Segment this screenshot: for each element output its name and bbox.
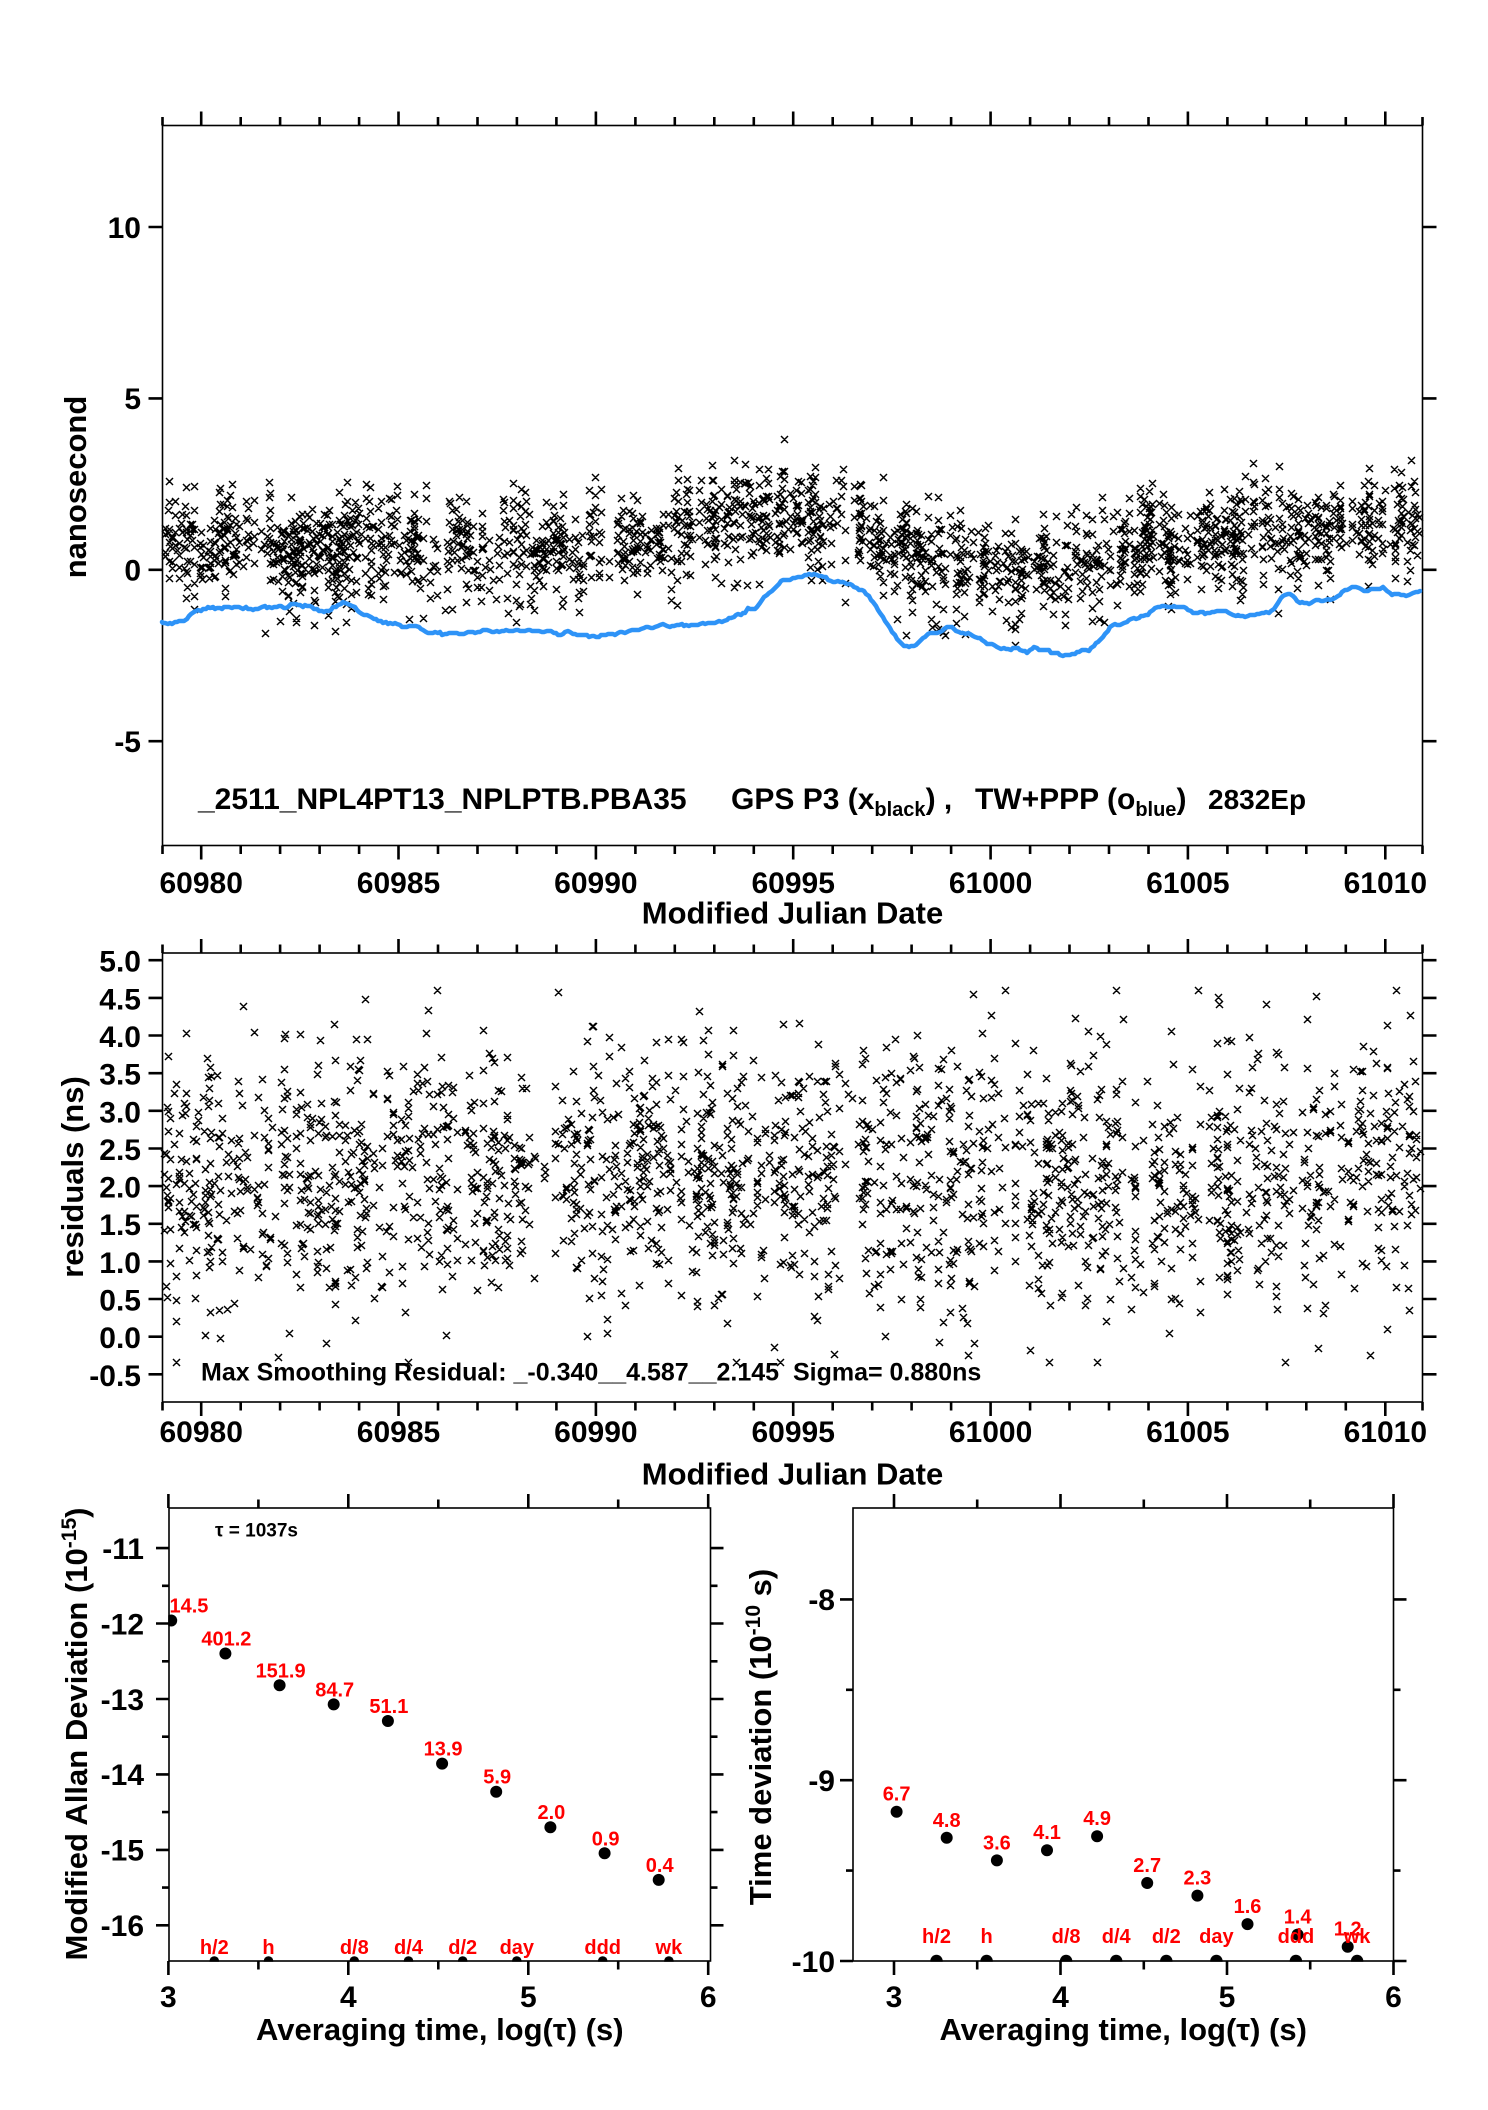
svg-text:61010: 61010: [1344, 1416, 1427, 1449]
svg-text:61010: 61010: [1344, 867, 1427, 900]
svg-text:6: 6: [1385, 1981, 1402, 2014]
svg-text:h/2: h/2: [200, 1937, 229, 1959]
svg-text:60980: 60980: [159, 1416, 242, 1449]
svg-text:60985: 60985: [357, 867, 440, 900]
svg-text:τ = 1037s: τ = 1037s: [215, 1521, 298, 1542]
svg-text:4.0: 4.0: [99, 1021, 141, 1054]
svg-text:5.0: 5.0: [99, 946, 141, 979]
svg-text:60985: 60985: [357, 1416, 440, 1449]
svg-text:4.9: 4.9: [1083, 1808, 1111, 1830]
svg-text:60990: 60990: [554, 867, 637, 900]
svg-text:5: 5: [520, 1981, 537, 2014]
svg-text:wk: wk: [1343, 1926, 1372, 1948]
svg-text:-9: -9: [808, 1765, 835, 1798]
svg-text:4.8: 4.8: [933, 1810, 961, 1832]
svg-text:61000: 61000: [949, 867, 1032, 900]
svg-text:d/2: d/2: [448, 1937, 477, 1959]
svg-text:day: day: [1199, 1926, 1234, 1948]
svg-text:Averaging time, log(τ) (s): Averaging time, log(τ) (s): [939, 2012, 1307, 2047]
svg-text:3.6: 3.6: [983, 1832, 1011, 1854]
svg-text:-0.5: -0.5: [89, 1360, 141, 1393]
svg-text:60980: 60980: [159, 867, 242, 900]
svg-text:5: 5: [124, 383, 141, 416]
svg-text:ddd: ddd: [1278, 1926, 1315, 1948]
svg-text:61005: 61005: [1146, 1416, 1229, 1449]
svg-text:1.2: 1.2: [1334, 1919, 1362, 1941]
svg-text:Averaging time, log(τ) (s): Averaging time, log(τ) (s): [256, 2012, 624, 2047]
svg-text:2.7: 2.7: [1133, 1855, 1161, 1877]
svg-text:2.0: 2.0: [537, 1802, 565, 1824]
svg-text:-12: -12: [101, 1608, 144, 1641]
svg-text:10: 10: [108, 212, 141, 245]
svg-text:6.7: 6.7: [883, 1784, 911, 1806]
svg-text:d/4: d/4: [394, 1937, 424, 1959]
svg-text:3: 3: [886, 1981, 903, 2014]
svg-text:5.9: 5.9: [483, 1767, 511, 1789]
svg-text:-13: -13: [101, 1684, 144, 1717]
svg-text:Max Smoothing Residual: _-0.34: Max Smoothing Residual: _-0.340__4.587__…: [201, 1359, 981, 1387]
svg-text:1.4: 1.4: [1284, 1907, 1313, 1929]
svg-text:60990: 60990: [554, 1416, 637, 1449]
svg-text:401.2: 401.2: [201, 1629, 251, 1651]
svg-text:2.0: 2.0: [99, 1172, 141, 1205]
svg-text:Modified Allan Deviation (10-1: Modified Allan Deviation (10-15): [58, 1508, 94, 1961]
svg-text:-5: -5: [114, 726, 141, 759]
svg-text:2.5: 2.5: [99, 1134, 141, 1167]
svg-text:Modified Julian Date: Modified Julian Date: [642, 1457, 943, 1492]
svg-text:-16: -16: [101, 1910, 144, 1943]
svg-text:0.0: 0.0: [99, 1322, 141, 1355]
svg-text:60995: 60995: [751, 1416, 834, 1449]
svg-text:60995: 60995: [751, 867, 834, 900]
svg-text:h: h: [262, 1937, 274, 1959]
svg-text:Modified Julian Date: Modified Julian Date: [642, 896, 943, 931]
svg-text:-11: -11: [102, 1533, 144, 1566]
svg-text:151.9: 151.9: [256, 1660, 306, 1682]
svg-text:1.6: 1.6: [1234, 1896, 1262, 1918]
svg-text:6: 6: [700, 1981, 717, 2014]
svg-text:h/2: h/2: [922, 1926, 951, 1948]
svg-text:84.7: 84.7: [315, 1679, 354, 1701]
svg-text:d/8: d/8: [1052, 1926, 1081, 1948]
svg-text:0.4: 0.4: [646, 1855, 675, 1877]
svg-text:0: 0: [124, 555, 141, 588]
svg-text:3: 3: [160, 1981, 177, 2014]
svg-text:wk: wk: [655, 1937, 684, 1959]
svg-text:-8: -8: [808, 1584, 835, 1617]
svg-text:residuals (ns): residuals (ns): [55, 1076, 90, 1278]
svg-text:2832Ep: 2832Ep: [1208, 784, 1306, 815]
svg-text:_2511_NPL4PT13_NPLPTB.PBA35: _2511_NPL4PT13_NPLPTB.PBA35: [197, 783, 687, 816]
svg-text:4: 4: [340, 1981, 357, 2014]
svg-text:5: 5: [1219, 1981, 1236, 2014]
svg-text:d/2: d/2: [1152, 1926, 1181, 1948]
svg-text:3.0: 3.0: [99, 1096, 141, 1129]
svg-text:4: 4: [1052, 1981, 1069, 2014]
svg-text:-14: -14: [101, 1759, 145, 1792]
svg-text:13.9: 13.9: [424, 1739, 463, 1761]
svg-text:-15: -15: [101, 1835, 144, 1868]
svg-text:nanosecond: nanosecond: [58, 396, 93, 579]
svg-text:1.0: 1.0: [99, 1247, 141, 1280]
svg-text:d/4: d/4: [1102, 1926, 1132, 1948]
svg-text:2.3: 2.3: [1183, 1868, 1211, 1890]
svg-text:h: h: [980, 1926, 992, 1948]
svg-text:3.5: 3.5: [99, 1059, 141, 1092]
svg-text:51.1: 51.1: [369, 1696, 408, 1718]
svg-text:day: day: [500, 1937, 535, 1959]
svg-text:0.9: 0.9: [592, 1828, 620, 1850]
svg-text:ddd: ddd: [584, 1937, 621, 1959]
svg-text:1.5: 1.5: [99, 1209, 141, 1242]
svg-text:14.5: 14.5: [170, 1596, 209, 1618]
svg-text:4.1: 4.1: [1033, 1822, 1061, 1844]
svg-text:0.5: 0.5: [99, 1285, 141, 1318]
svg-text:-10: -10: [792, 1946, 835, 1979]
svg-text:d/8: d/8: [340, 1937, 369, 1959]
svg-text:4.5: 4.5: [99, 983, 141, 1016]
svg-text:61000: 61000: [949, 1416, 1032, 1449]
svg-text:61005: 61005: [1146, 867, 1229, 900]
